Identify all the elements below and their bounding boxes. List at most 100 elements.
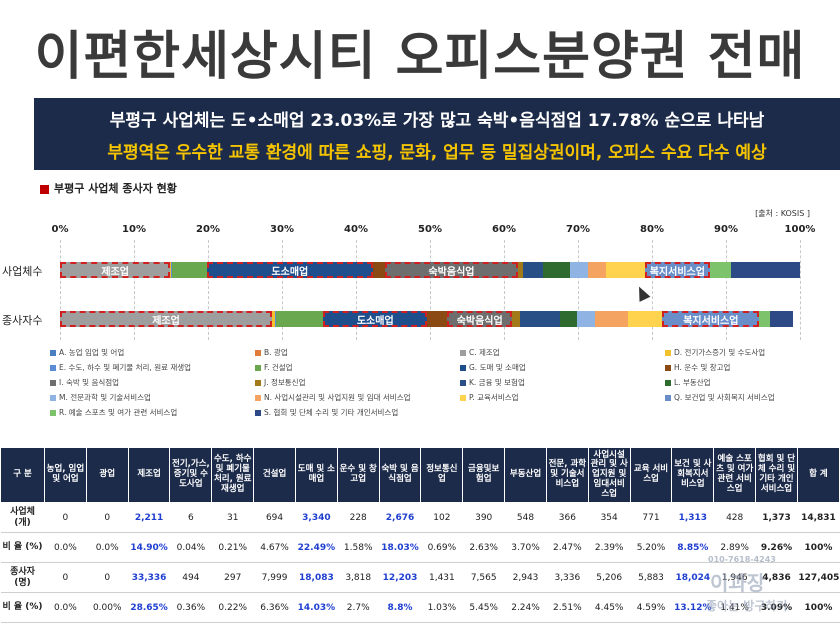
table-cell: 31 — [211, 502, 254, 533]
table-cell: 228 — [337, 502, 380, 533]
table-cell: 3,336 — [546, 562, 589, 593]
table-cell: 494 — [169, 562, 212, 593]
table-cell: 33,336 — [128, 562, 170, 593]
bar-segment-e — [274, 311, 277, 327]
x-tick-label: 80% — [640, 224, 664, 235]
table-header-cell: 전기,가스,증기및 수도사업 — [169, 447, 213, 503]
table-cell: 6.36% — [253, 592, 296, 623]
legend-label: F. 건설업 — [264, 363, 293, 372]
bar-segment-j — [512, 311, 520, 327]
banner-line-1: 부평구 사업체는 도•소매업 23.03%로 가장 많고 숙박•음식점업 17.… — [109, 111, 765, 131]
legend-item: M. 전문과학 및 기술서비스업 — [50, 392, 151, 403]
gridline — [60, 240, 61, 340]
bar-segment-m — [576, 311, 596, 327]
bar-segment-c — [60, 262, 171, 278]
gridline — [726, 240, 727, 340]
table-cell: 2,943 — [504, 562, 547, 593]
legend-label: P. 교육서비스업 — [469, 393, 519, 402]
table-header-cell: 숙박 및 음식점업 — [378, 447, 422, 503]
bar-segment-label: 제조업 — [60, 262, 171, 278]
table-cell: 548 — [504, 502, 547, 533]
table-cell: 18,083 — [295, 562, 338, 593]
gridline — [134, 240, 135, 340]
table-header-cell: 금융및보험업 — [462, 447, 506, 503]
table-body: 사업체 (개) 0 0 2,211 6 31 694 3,340 228 2,676 102 390 5… — [0, 502, 840, 623]
bar-segment-g — [206, 262, 374, 278]
legend-swatch — [50, 349, 56, 356]
table-header-cell: 보건 및 사회복지서비스업 — [671, 447, 715, 503]
table-cell: 2.51% — [546, 592, 589, 623]
table-cell: 127,405 — [797, 562, 840, 593]
bar-segment-i — [384, 262, 519, 278]
bar-segment-h — [427, 311, 448, 327]
gridline — [652, 240, 653, 340]
legend-swatch — [50, 364, 56, 371]
table-cell: 4.67% — [253, 532, 296, 563]
table-cell: 0.69% — [420, 532, 463, 563]
table-cell: 390 — [462, 502, 505, 533]
bar-segment-e — [170, 262, 173, 278]
legend-swatch — [665, 364, 671, 371]
table-header-cell: 농업, 임업 및 어업 — [44, 447, 87, 503]
bar-segment-g — [323, 311, 428, 327]
legend-swatch — [255, 409, 261, 416]
bar-segment-label: 제조업 — [60, 311, 272, 327]
table-cell: 366 — [546, 502, 589, 533]
table-cell: 3,818 — [337, 562, 380, 593]
title-bar: 이편한세상시티 오피스분양권 전매 — [0, 0, 840, 92]
table-cell: 1,431 — [420, 562, 463, 593]
legend-label: C. 제조업 — [469, 348, 500, 357]
table-cell: 297 — [211, 562, 254, 593]
table-row-head: 종사자 (명) — [0, 562, 45, 593]
bar-segment-d — [272, 311, 275, 327]
table-cell: 0.0% — [44, 532, 87, 563]
table-row: 종사자 (명) 0 0 33,336 494 297 7,999 18,083 3,818 12,… — [0, 562, 840, 593]
legend-item: L. 부동산업 — [665, 377, 711, 388]
table-cell: 5,883 — [630, 562, 672, 593]
bar-segment-r — [759, 311, 770, 327]
table-cell: 18.03% — [379, 532, 421, 563]
bar-segment-f — [276, 311, 324, 327]
chart-source: [출처 : KOSIS ] — [755, 209, 810, 218]
table-cell: 0 — [86, 562, 129, 593]
legend-item: A. 농업 임업 및 어업 — [50, 347, 124, 358]
bar-segment-l — [542, 262, 571, 278]
table-cell: 3,340 — [295, 502, 338, 533]
table-header-cell: 교육 서비스업 — [629, 447, 673, 503]
legend-item: P. 교육서비스업 — [460, 392, 519, 403]
table-cell: 0.36% — [169, 592, 212, 623]
table-cell: 102 — [420, 502, 463, 533]
table-cell: 1,946 — [713, 562, 756, 593]
data-table-wrap: 구 분 농업, 임업 및 어업 광업 제조업 전기,가스,증기및 수도사업 수도, 하수 … — [0, 447, 840, 623]
table-cell: 4.45% — [588, 592, 631, 623]
table-cell: 12,203 — [379, 562, 421, 593]
table-cell: 0.0% — [44, 592, 87, 623]
table-cell: 5.45% — [462, 592, 505, 623]
table-cell: 1.03% — [420, 592, 463, 623]
table-cell: 0 — [44, 502, 87, 533]
bar-segment-k — [519, 311, 561, 327]
mouse-cursor-icon — [633, 284, 651, 302]
legend-label: M. 전문과학 및 기술서비스업 — [59, 393, 151, 402]
gridline — [578, 240, 579, 340]
table-cell: 5,206 — [588, 562, 631, 593]
bar-segment-label: 복지서비스업 — [662, 311, 760, 327]
legend-swatch — [460, 364, 466, 371]
section-title: 부평구 사업체 종사자 현황 — [40, 180, 177, 196]
table-header-cell: 사업시설관리 및 사업지원 및 임대서비스업 — [587, 447, 631, 503]
legend-label: D. 전기가스증기 및 수도사업 — [674, 348, 766, 357]
table-header-cell: 운수 및 창고업 — [336, 447, 380, 503]
table-header-cell: 도매 및 소매업 — [294, 447, 338, 503]
x-tick-label: 60% — [492, 224, 516, 235]
table-cell: 0 — [44, 562, 87, 593]
table-cell: 5.20% — [630, 532, 672, 563]
table-cell: 6 — [169, 502, 212, 533]
watermark-phone: 010-7618-4243 — [708, 555, 776, 564]
legend-swatch — [665, 379, 671, 386]
table-row: 비 율 (%) 0.0% 0.00% 28.65% 0.36% 0.22% 6.36% 14.… — [0, 592, 840, 623]
table-cell: 0.22% — [211, 592, 254, 623]
table-cell: 2.24% — [504, 592, 547, 623]
legend-label: I. 숙박 및 음식점업 — [59, 378, 120, 387]
legend-label: H. 운수 및 창고업 — [674, 363, 731, 372]
legend-swatch — [255, 379, 261, 386]
